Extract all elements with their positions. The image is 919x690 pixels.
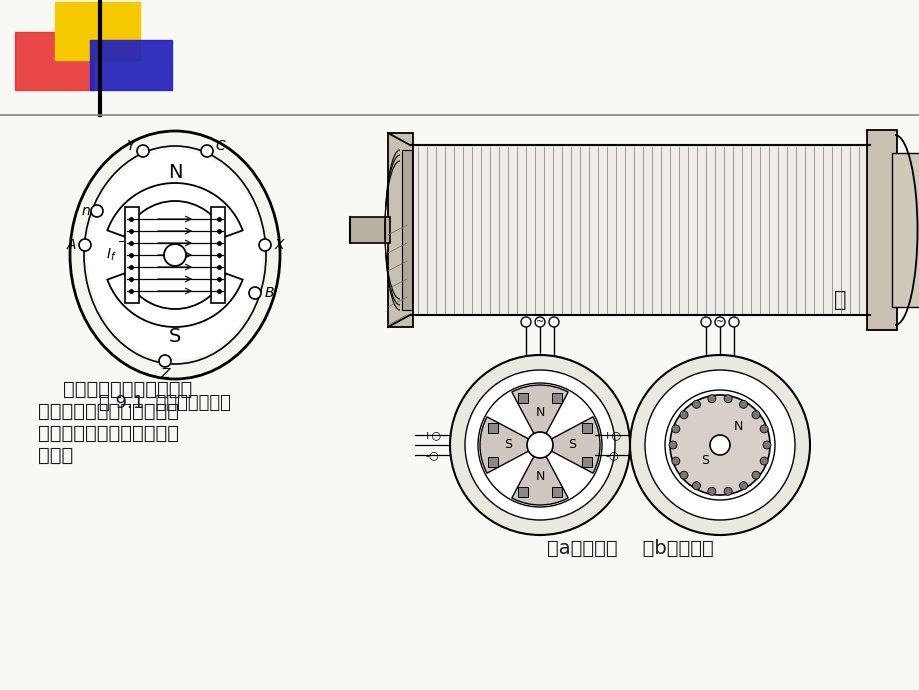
Ellipse shape xyxy=(84,146,266,364)
Bar xyxy=(517,487,528,497)
Circle shape xyxy=(664,390,774,500)
Text: -○: -○ xyxy=(425,450,438,460)
Text: -○: -○ xyxy=(605,450,618,460)
Circle shape xyxy=(137,145,149,157)
Circle shape xyxy=(464,370,614,520)
Circle shape xyxy=(723,487,732,495)
Circle shape xyxy=(159,355,171,367)
Circle shape xyxy=(751,411,759,419)
Text: N: N xyxy=(167,164,182,182)
Circle shape xyxy=(249,287,261,299)
Text: A: A xyxy=(66,238,75,252)
Circle shape xyxy=(707,487,715,495)
Circle shape xyxy=(527,432,552,458)
Text: 图 9.1  凸极同步电动机: 图 9.1 凸极同步电动机 xyxy=(99,394,231,412)
Circle shape xyxy=(728,317,738,327)
Text: X: X xyxy=(274,238,283,252)
Bar xyxy=(90,40,172,90)
Circle shape xyxy=(520,317,530,327)
Circle shape xyxy=(478,383,601,507)
Circle shape xyxy=(692,482,699,490)
Text: Z: Z xyxy=(160,367,170,381)
Wedge shape xyxy=(480,417,539,473)
Circle shape xyxy=(549,317,559,327)
Bar xyxy=(582,423,591,433)
Circle shape xyxy=(739,400,746,408)
Circle shape xyxy=(679,411,687,419)
Circle shape xyxy=(669,395,769,495)
Wedge shape xyxy=(108,183,243,237)
Text: 子: 子 xyxy=(833,290,845,310)
Text: Y: Y xyxy=(126,139,134,153)
Circle shape xyxy=(79,239,91,251)
Circle shape xyxy=(671,457,679,465)
Circle shape xyxy=(762,441,770,449)
Bar xyxy=(55,2,140,60)
Circle shape xyxy=(723,395,732,403)
Circle shape xyxy=(164,244,186,266)
Text: $I_f$: $I_f$ xyxy=(106,247,116,263)
Circle shape xyxy=(759,425,767,433)
Text: B: B xyxy=(264,286,274,300)
Wedge shape xyxy=(108,273,243,327)
Wedge shape xyxy=(511,445,568,505)
Circle shape xyxy=(668,441,676,449)
Text: 凸极机多用于低速，转子: 凸极机多用于低速，转子 xyxy=(38,380,192,399)
Text: +○: +○ xyxy=(602,430,621,440)
Text: 用于高速，转子细长，气隙: 用于高速，转子细长，气隙 xyxy=(38,424,179,443)
Circle shape xyxy=(671,425,679,433)
Circle shape xyxy=(630,355,809,535)
Text: S: S xyxy=(504,439,512,451)
Text: n: n xyxy=(82,204,90,218)
Circle shape xyxy=(200,145,213,157)
Text: S: S xyxy=(168,328,181,346)
Circle shape xyxy=(259,239,271,251)
Bar xyxy=(866,130,896,330)
Circle shape xyxy=(739,482,746,490)
Text: N: N xyxy=(535,406,544,420)
Bar xyxy=(551,487,562,497)
Text: N: N xyxy=(732,420,742,433)
Text: ~: ~ xyxy=(536,317,543,327)
Circle shape xyxy=(751,471,759,480)
Circle shape xyxy=(714,317,724,327)
Bar xyxy=(410,145,869,315)
Bar xyxy=(487,423,497,433)
Bar xyxy=(402,150,412,310)
Circle shape xyxy=(700,317,710,327)
Bar xyxy=(125,207,139,303)
Circle shape xyxy=(535,317,544,327)
Text: +○: +○ xyxy=(422,430,441,440)
Bar xyxy=(517,393,528,403)
Circle shape xyxy=(709,435,729,455)
Bar xyxy=(349,217,390,243)
Ellipse shape xyxy=(70,131,279,379)
Bar xyxy=(210,207,225,303)
Bar xyxy=(551,393,562,403)
Circle shape xyxy=(679,471,687,480)
Text: N: N xyxy=(535,471,544,484)
Bar xyxy=(487,457,497,467)
Circle shape xyxy=(759,457,767,465)
Wedge shape xyxy=(539,417,599,473)
Bar xyxy=(15,32,93,90)
Bar xyxy=(582,457,591,467)
Text: ~: ~ xyxy=(715,317,723,327)
Circle shape xyxy=(707,395,715,403)
Circle shape xyxy=(91,205,103,217)
Ellipse shape xyxy=(87,150,262,360)
Text: （a）凸极式    （b）隐极式: （a）凸极式 （b）隐极式 xyxy=(546,538,712,558)
Text: S: S xyxy=(567,439,575,451)
Wedge shape xyxy=(511,385,568,445)
Bar xyxy=(388,133,413,327)
Text: 短，气隙不均匀；隐极机多: 短，气隙不均匀；隐极机多 xyxy=(38,402,179,421)
Circle shape xyxy=(449,355,630,535)
Circle shape xyxy=(644,370,794,520)
Text: C: C xyxy=(215,139,224,153)
Text: S: S xyxy=(700,453,709,466)
Circle shape xyxy=(692,400,699,408)
Text: 均匀。: 均匀。 xyxy=(38,446,74,465)
Bar xyxy=(891,153,919,307)
